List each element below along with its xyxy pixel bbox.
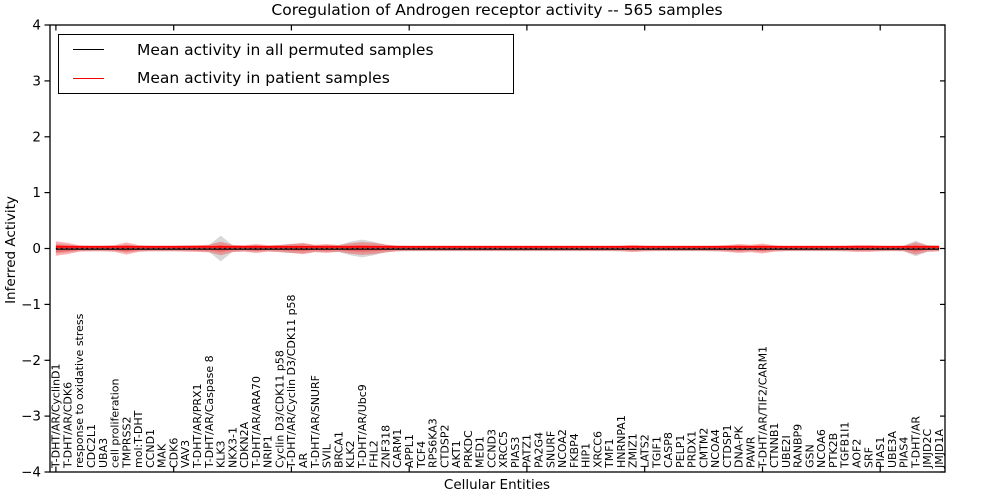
plot-frame <box>49 24 946 473</box>
x-axis-label: Cellular Entities <box>443 477 551 493</box>
x-tick-label: TMPRSS2 <box>120 417 133 469</box>
x-tick-label: CASP8 <box>662 432 675 468</box>
x-tick-label: KLK3 <box>215 440 228 468</box>
x-tick-label: CDC2L1 <box>85 424 98 468</box>
x-tick-label: ZNF318 <box>379 425 392 468</box>
x-tick-label: UBE3A <box>886 430 899 468</box>
x-tick-label: NCOA6 <box>815 429 828 468</box>
x-tick-label: CTNNB1 <box>768 423 781 468</box>
x-tick-label: T-DHT/AR/Caspase 8 <box>203 355 216 469</box>
x-tick-label: JMJD1A <box>933 429 946 469</box>
x-tick-label: TGIF1 <box>650 436 663 469</box>
x-tick-label: AOF2 <box>850 439 863 468</box>
x-tick-label: PRDX1 <box>686 431 699 468</box>
y-tick-label: −2 <box>21 353 41 369</box>
x-tick-label: T-DHT/AR/PRX1 <box>191 383 204 469</box>
x-tick-label: PA2G4 <box>532 432 545 468</box>
x-tick-label: TGFB1I1 <box>839 422 852 469</box>
x-tick-label: HIP1 <box>580 443 593 468</box>
x-tick-label: T-DHT/AR/Cyclin D3/CDK11 p58 <box>285 294 298 469</box>
x-tick-label: PELP1 <box>674 435 687 468</box>
x-tick-label: AR <box>297 452 310 468</box>
x-tick-label: XRCC6 <box>591 431 604 468</box>
x-tick-label: T-DHT/AR/CyclinD1 <box>50 363 63 469</box>
y-tick-label: 3 <box>32 73 41 89</box>
legend-entry-permuted: Mean activity in all permuted samples <box>59 36 513 64</box>
x-tick-label: HNRNPA1 <box>615 415 628 468</box>
y-axis-label: Inferred Activity <box>3 196 19 304</box>
legend-label: Mean activity in all permuted samples <box>137 40 434 59</box>
x-tick-label: RPS6KA3 <box>426 418 439 468</box>
x-tick-label: MED1 <box>474 436 487 468</box>
x-tick-label: SRF <box>862 447 875 468</box>
x-tick-label: FKBP4 <box>568 433 581 468</box>
x-tick-label: DNA-PK <box>733 425 746 468</box>
x-tick-label: NRIP1 <box>262 435 275 468</box>
patient-line-sample <box>73 77 104 79</box>
x-tick-label: PAWR <box>744 436 757 468</box>
x-tick-label: CTDSP2 <box>438 425 451 468</box>
x-tick-label: CCND3 <box>485 429 498 468</box>
x-tick-label: SVIL <box>320 443 333 468</box>
x-tick-label: T-DHT/AR <box>909 416 922 469</box>
x-tick-label: T-DHT/AR/CDK6 <box>61 382 74 469</box>
y-tick-label: 2 <box>32 129 41 145</box>
x-tick-label: PIAS1 <box>874 437 887 468</box>
x-tick-label: mol:T-DHT <box>132 410 145 468</box>
chart-title: Coregulation of Androgen receptor activi… <box>271 1 723 19</box>
x-tick-label: PTK2B <box>827 433 840 468</box>
x-tick-label: VAV3 <box>179 440 192 468</box>
x-tick-label: T-DHT/AR/ARA70 <box>250 376 263 469</box>
x-tick-label: TMF1 <box>603 438 616 469</box>
x-tick-label: KLK2 <box>344 440 357 468</box>
y-tick-label: −1 <box>21 297 41 313</box>
y-tick-label: 4 <box>32 18 41 34</box>
x-tick-label: CCND1 <box>144 429 157 468</box>
y-tick-label: −3 <box>21 409 41 425</box>
legend: Mean activity in all permuted samples Me… <box>58 34 514 94</box>
x-tick-label: UBA3 <box>97 438 110 468</box>
x-tick-label: LATS2 <box>638 434 651 468</box>
legend-entry-patient: Mean activity in patient samples <box>59 64 513 92</box>
x-tick-label: JMJD2C <box>921 429 934 469</box>
x-tick-label: MAK <box>156 443 169 468</box>
x-tick-label: T-DHT/AR/Ubc9 <box>356 384 369 469</box>
x-tick-label: response to oxidative stress <box>73 313 86 468</box>
x-tick-label: Cyclin D3/CDK11 p58 <box>273 350 286 468</box>
x-tick-label: T-DHT/AR/SNURF <box>309 375 322 469</box>
permuted-line-sample <box>73 49 104 51</box>
x-tick-label: APPL1 <box>403 434 416 468</box>
x-tick-label: TCF4 <box>415 441 428 469</box>
x-tick-label: PRKDC <box>462 430 475 468</box>
x-tick-label: CDKN2A <box>238 421 251 468</box>
y-tick-label: 1 <box>32 185 41 201</box>
x-tick-label: GSN <box>803 444 816 468</box>
x-tick-label: SNURF <box>544 431 557 468</box>
x-tick-label: NCOA4 <box>709 429 722 468</box>
x-tick-label: ZMIZ1 <box>627 433 640 468</box>
x-tick-label: XRCC5 <box>497 431 510 468</box>
x-tick-label: CARM1 <box>391 429 404 468</box>
x-tick-label: PATZ1 <box>521 434 534 468</box>
y-tick-label: −4 <box>21 465 41 481</box>
x-tick-label: AKT1 <box>450 440 463 468</box>
x-tick-label: FHL2 <box>368 440 381 468</box>
x-tick-label: cell proliferation <box>109 378 122 468</box>
y-tick-label: 0 <box>32 241 41 257</box>
x-tick-label: NCOA2 <box>556 429 569 468</box>
legend-label: Mean activity in patient samples <box>137 69 390 88</box>
x-tick-label: PIAS3 <box>509 437 522 468</box>
x-tick-label: T-DHT/AR/TIF2/CARM1 <box>756 346 769 469</box>
x-tick-label: PIAS4 <box>898 437 911 468</box>
x-tick-label: UBE2I <box>780 435 793 468</box>
x-tick-label: CMTM2 <box>697 428 710 468</box>
x-tick-label: CTDSP1 <box>721 425 734 468</box>
x-tick-label: BRCA1 <box>332 431 345 468</box>
x-tick-label: CDK6 <box>167 438 180 468</box>
x-tick-label: RANBP9 <box>792 424 805 468</box>
x-tick-label: NKX3-1 <box>226 427 239 468</box>
